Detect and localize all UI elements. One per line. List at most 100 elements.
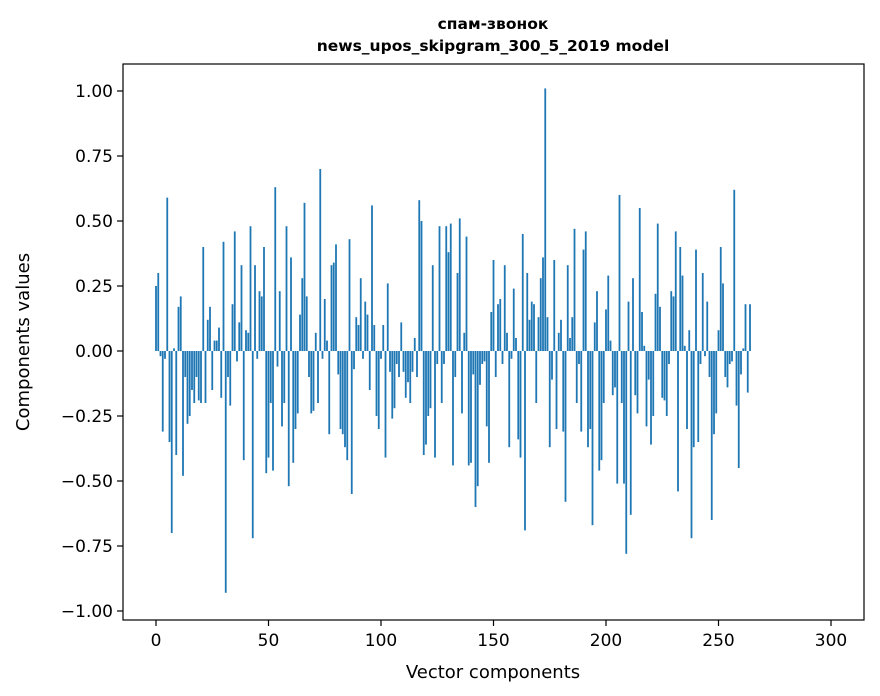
x-tick-label: 200 [590,631,622,651]
bar [735,351,738,406]
bar [166,197,169,351]
bar [335,244,337,351]
bar [292,351,295,463]
bar-series [155,88,751,593]
bar [690,351,693,539]
bar [535,351,538,403]
bar [447,252,450,351]
bar [202,247,205,351]
bar [231,304,234,351]
y-tick-label: 0.00 [75,342,113,362]
bar [303,202,306,351]
bar [616,351,619,484]
bar [470,351,472,463]
bar [683,345,686,351]
bar [436,351,439,364]
bar [578,351,580,364]
bar [663,351,666,401]
bar [625,351,628,554]
y-tick-label: 0.75 [75,147,113,167]
bar [305,296,308,351]
y-tick-label: −0.50 [61,472,113,492]
bar [301,278,304,351]
bar [688,330,691,351]
bar [296,351,299,414]
bar [267,351,270,458]
bar [533,304,535,351]
bar [290,257,292,351]
bar [479,351,481,385]
bar [665,351,668,416]
bar [569,338,571,351]
bar [368,351,371,390]
bar [287,351,290,487]
bar [560,319,562,351]
bar [274,187,277,351]
bar [548,351,551,448]
bar [494,351,497,377]
bar [380,351,382,359]
bar [726,351,729,388]
bar [373,325,376,351]
bar [629,351,632,515]
bar [391,351,394,419]
plot-area-frame [122,63,865,621]
bar [492,260,495,351]
bar [200,351,202,403]
bar [566,265,569,351]
bar [344,351,346,448]
bar [634,351,637,396]
bar [276,351,279,367]
bar [330,265,333,351]
bar [647,351,650,380]
bar [429,351,432,409]
bar [386,283,389,351]
bar [474,351,477,507]
bar [571,317,574,351]
bar [526,273,529,351]
bar [204,351,207,403]
bar [326,340,328,351]
bar [312,351,315,411]
bar [699,351,702,364]
bar [323,299,326,351]
bar [710,351,713,520]
bar [674,231,677,351]
bar [677,351,679,492]
bar [654,293,657,351]
bar [269,351,272,403]
bar [481,351,484,364]
bar [551,351,553,380]
bar [233,231,236,351]
bar [220,351,223,398]
y-tick-label: 1.00 [75,82,113,102]
bar [245,330,247,351]
chart-title-line-2: news_upos_skipgram_300_5_2019 model [317,37,670,55]
bar [686,351,688,429]
bar [236,351,238,362]
bar [704,351,706,357]
bar [310,351,313,414]
bar [393,351,396,409]
bar [508,351,511,448]
bar [695,249,697,351]
bar [537,317,540,351]
bar [193,351,196,403]
bar [627,301,630,351]
bar [294,351,297,429]
bar [182,351,184,476]
bar [670,291,673,351]
bar [186,351,189,424]
x-tick-label: 150 [477,631,509,651]
bar [661,351,664,398]
bar [328,351,331,435]
bar [722,283,724,351]
bar [645,351,648,427]
bar [161,351,164,432]
bar [499,299,502,351]
bar [503,265,506,351]
bar [501,351,504,364]
bar [467,351,470,466]
bar [341,351,344,435]
bar [420,221,423,351]
